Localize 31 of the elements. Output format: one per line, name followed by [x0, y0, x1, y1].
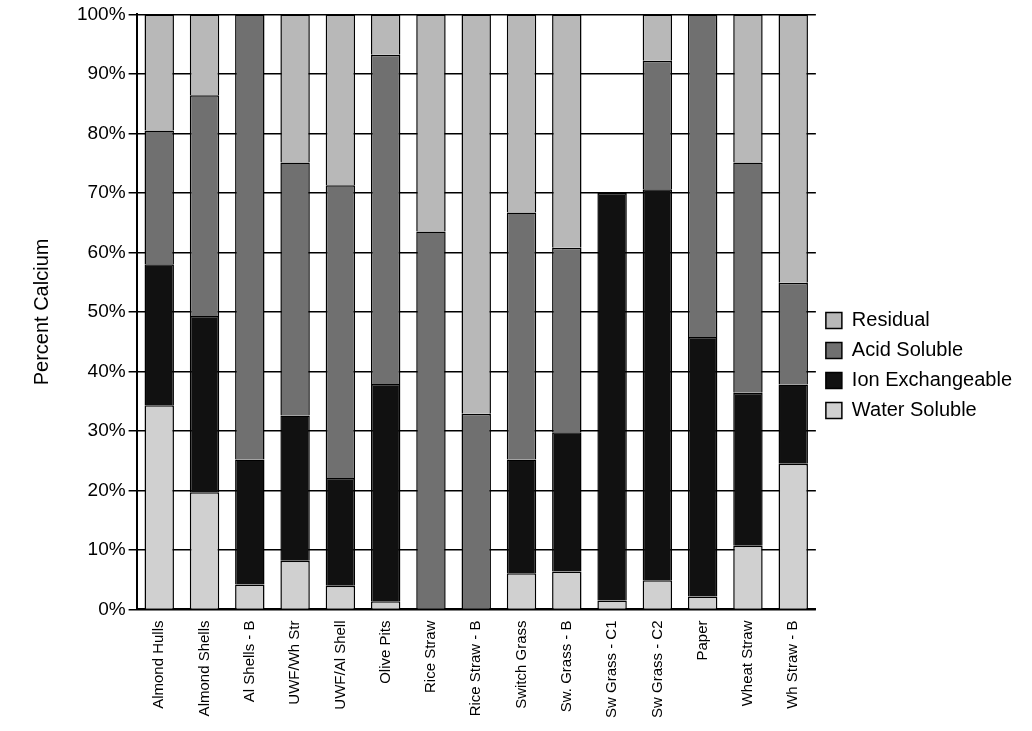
x-tick-label: Rice Straw	[421, 620, 439, 694]
y-axis-title: Percent Calcium	[29, 238, 52, 386]
x-tick-label: Wh Straw - B	[783, 620, 801, 709]
x-tick-label: Wheat Straw	[738, 620, 756, 707]
y-tick-label: 60%	[87, 240, 126, 262]
legend-label: Water Soluble	[851, 398, 977, 421]
legend-label: Ion Exchangeable	[851, 368, 1013, 391]
y-tick-label: 20%	[87, 478, 126, 500]
legend-label: Acid Soluble	[851, 338, 964, 361]
x-tick-label: Olive Pits	[375, 620, 393, 684]
y-tick-label: 0%	[98, 597, 126, 619]
x-tick-label: Switch Grass	[511, 620, 529, 709]
x-tick-label: Sw. Grass - B	[556, 620, 574, 713]
y-tick-label: 30%	[87, 419, 126, 441]
y-tick-label: 90%	[87, 62, 126, 84]
x-tick-label: Sw Grass - C2	[647, 620, 665, 718]
legend-label: Residual	[851, 308, 930, 331]
y-tick-label: 10%	[87, 538, 126, 560]
y-tick-label: 80%	[87, 121, 126, 143]
y-tick-label: 40%	[87, 359, 126, 381]
x-tick-label: Al Shells - B	[239, 620, 257, 703]
y-tick-label: 50%	[87, 300, 126, 322]
x-tick-label: UWF/Wh Str	[285, 620, 303, 705]
x-tick-label: Sw Grass - C1	[602, 620, 620, 718]
x-tick-label: Rice Straw - B	[466, 620, 484, 717]
x-tick-label: Almond Shells	[194, 620, 212, 717]
x-tick-label: Almond Hulls	[149, 620, 167, 709]
x-tick-label: UWF/Al Shell	[330, 620, 348, 710]
y-tick-label: 100%	[76, 2, 126, 24]
y-tick-label: 70%	[87, 181, 126, 203]
x-tick-label: Paper	[692, 620, 710, 661]
